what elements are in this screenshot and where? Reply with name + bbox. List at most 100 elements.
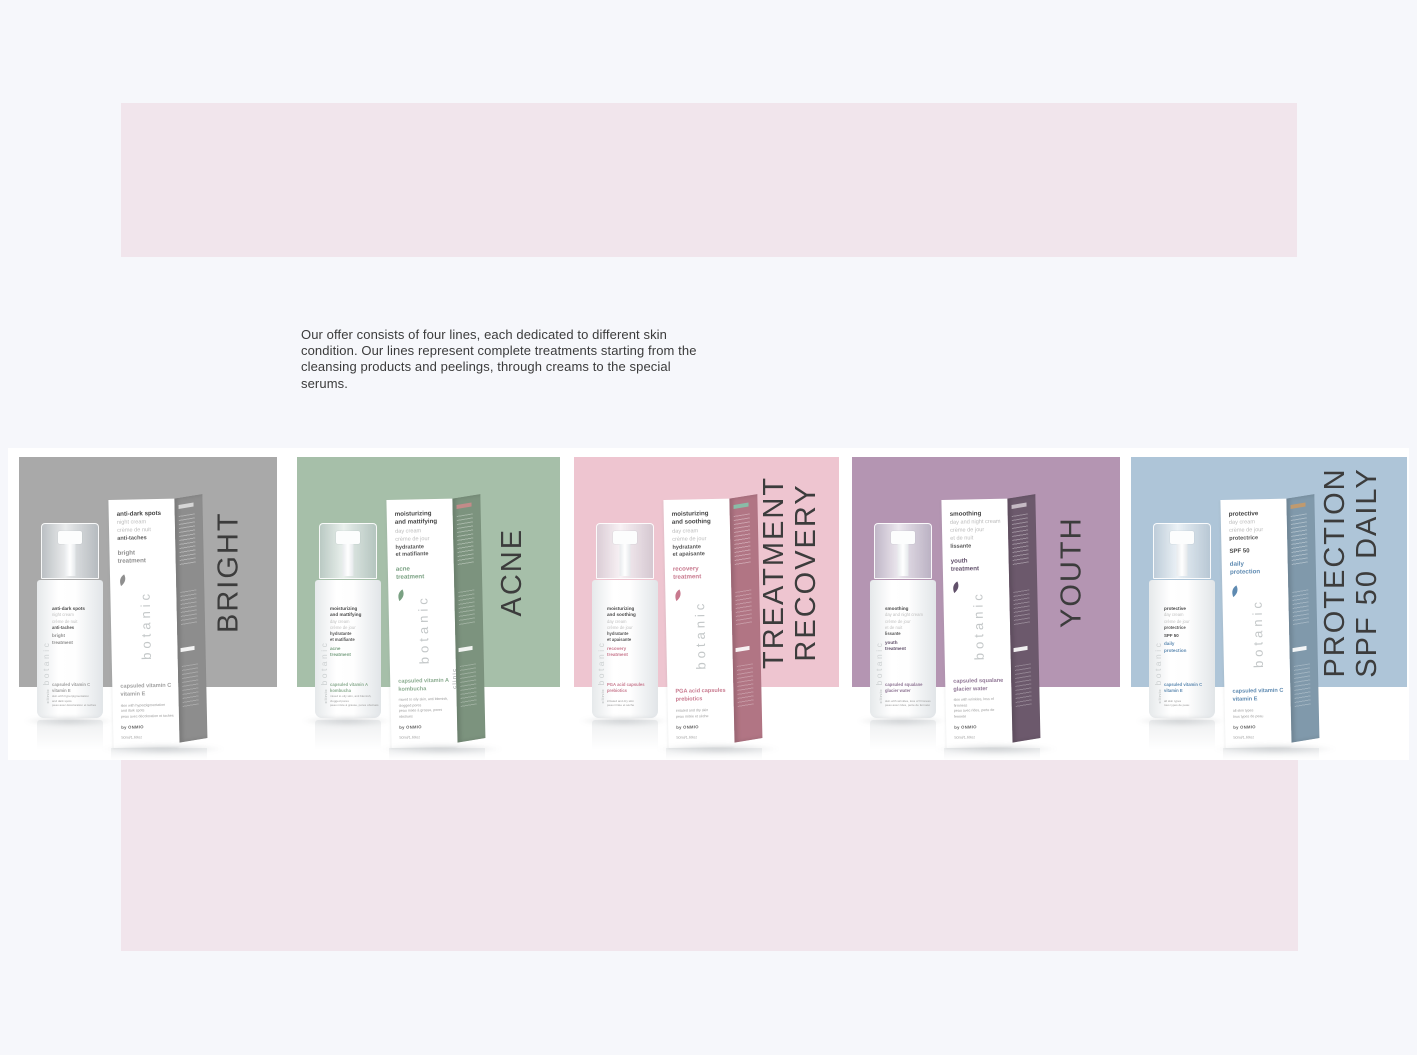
box-claims: skin with wrinkles, loss of firmness pea…	[953, 697, 995, 719]
bottle-body: anti-dark spots night cream crème de nui…	[37, 580, 103, 718]
side-tag	[178, 502, 194, 509]
pump-stem-icon	[342, 544, 354, 576]
bottle-body: moisturizing and mattifying day cream cr…	[315, 580, 381, 718]
box-title: moisturizing and mattifying	[394, 510, 438, 527]
bottle-subtitle: day cream crème de jour	[330, 618, 356, 630]
product-strip: anti-dark spots night cream crème de nui…	[8, 448, 1409, 760]
product-panel-bright: anti-dark spots night cream crème de nui…	[19, 457, 277, 760]
bottle-spf: SPF 50	[1164, 633, 1179, 639]
side-bar	[735, 645, 750, 653]
box-side	[1007, 494, 1041, 743]
box-side	[729, 494, 763, 743]
product-box: moisturizing and mattifying day cream cr…	[386, 494, 486, 748]
box-ingredients: capsuled vitamin C vitamin E	[120, 682, 172, 698]
brand-botanic-label: botanic	[596, 640, 606, 686]
pump-head-icon	[891, 531, 915, 544]
bottle-claims: skin with hyperpigmentation and dark spo…	[52, 694, 97, 708]
product-bottle: smoothing day and night cream crème de j…	[870, 523, 936, 719]
product-bottle: protective day cream crème de jour prote…	[1149, 523, 1215, 719]
bottle-subtitle: day and night cream crème de jour et de …	[885, 612, 923, 630]
bottle-body: moisturizing and soothing day cream crèm…	[592, 580, 658, 718]
pump-head-icon	[613, 531, 637, 544]
pump-head-icon	[58, 531, 82, 544]
box-front: anti-dark spots night cream crème de nui…	[108, 498, 191, 748]
panel-label-youth: YOUTH	[1055, 516, 1088, 628]
bottle-claims: mixed to oily skin, anti blemish, clogge…	[330, 694, 379, 708]
box-front: protective day cream crème de jour prote…	[1220, 498, 1300, 748]
bottle-subtitle: night cream crème de nuit	[52, 612, 78, 624]
side-tag	[1011, 502, 1027, 509]
bottle-title: anti-dark spots	[52, 606, 85, 611]
box-side	[1286, 494, 1320, 743]
bottle-title-fr: protectrice	[1164, 624, 1186, 630]
brand-botanic-label: botanic	[1153, 640, 1163, 686]
product-bottle: moisturizing and mattifying day cream cr…	[315, 523, 381, 719]
brand-botanic-label: botanic	[415, 594, 432, 665]
box-title: smoothing	[949, 510, 982, 518]
box-subtitle: day and night cream crème de jour et de …	[949, 519, 1001, 543]
bottle-treatment: daily protection	[1164, 641, 1187, 653]
box-title-fr: hydratante et apaisante	[672, 543, 705, 558]
box-claims: skin with hyperpigmentation and dark spo…	[120, 702, 174, 719]
brand-clinic-label: clinic	[1157, 688, 1162, 704]
bottle-cap	[874, 523, 932, 579]
brand-clinic-label: clinic	[323, 688, 328, 704]
side-tag	[456, 502, 472, 509]
maker-label: by ONMIO	[1233, 724, 1256, 730]
bottle-cap	[319, 523, 377, 579]
box-treatment: acne treatment	[395, 565, 425, 581]
bottle-cap	[596, 523, 654, 579]
product-box: anti-dark spots night cream crème de nui…	[108, 494, 208, 748]
volume-label: 50ml/1.69oz	[676, 735, 698, 740]
bottle-claims: all skin types tous types de peau	[1164, 698, 1190, 708]
bottle-treatment: youth treatment	[885, 639, 906, 651]
box-subtitle: night cream crème de nuit	[116, 519, 152, 535]
box-treatment: recovery treatment	[672, 564, 702, 581]
bottle-claims: irritated and dry skin peau irritée et s…	[607, 698, 635, 708]
box-claims: all skin types tous types de peau	[1232, 708, 1264, 719]
bottle-subtitle: day cream crème de jour	[607, 618, 633, 630]
bottle-treatment: bright treatment	[52, 633, 73, 645]
side-bar	[1013, 645, 1028, 653]
bottle-title: smoothing	[885, 606, 909, 611]
box-ingredients: capsuled vitamin C vitamin E	[1232, 688, 1284, 704]
bottle-ingredients: capsuled vitamin C vitamin E	[52, 681, 91, 693]
bottle-title-fr: hydratante et apaisante	[607, 631, 632, 642]
pump-stem-icon	[619, 544, 631, 576]
side-tag	[733, 502, 749, 509]
bottle-body: smoothing day and night cream crème de j…	[870, 580, 936, 718]
bottle-ingredients: capsuled vitamin C vitamin E	[1164, 681, 1203, 693]
box-claims: mixed to oily skin, anti blemish, clogge…	[398, 697, 449, 719]
box-subtitle: day cream crème de jour	[395, 528, 430, 543]
bottle-title-fr: anti-taches	[52, 624, 75, 630]
box-title: protective	[1228, 510, 1259, 518]
box-front: moisturizing and mattifying day cream cr…	[386, 498, 460, 748]
box-front: smoothing day and night cream crème de j…	[941, 498, 1017, 748]
bottle-ingredients: capsuled vitamin A kombucha	[330, 681, 369, 693]
product-panel-acne: moisturizing and mattifying day cream cr…	[297, 457, 560, 760]
product-box: moisturizing and soothing day cream crèm…	[663, 494, 763, 748]
bottle-subtitle: day cream crème de jour	[1164, 612, 1190, 624]
brand-botanic-label: botanic	[41, 640, 51, 686]
box-title-fr: hydratante et matifiante	[395, 543, 429, 558]
bottle-treatment: acne treatment	[330, 645, 351, 658]
product-box: protective day cream crème de jour prote…	[1220, 494, 1320, 748]
brand-clinic-label: clinic	[600, 688, 605, 704]
pump-stem-icon	[897, 544, 909, 576]
product-bottle: moisturizing and soothing day cream crèm…	[592, 523, 658, 719]
bottle-treatment: recovery treatment	[607, 645, 628, 658]
leaf-icon	[951, 580, 1004, 599]
bottle-cap	[1153, 523, 1211, 579]
product-panel-youth: smoothing day and night cream crème de j…	[852, 457, 1120, 760]
bottle-title: protective	[1164, 606, 1186, 611]
maker-label: by ONMIO	[399, 724, 422, 730]
box-title-fr: lissante	[950, 543, 972, 551]
intro-paragraph: Our offer consists of four lines, each d…	[301, 327, 697, 391]
brand-botanic-label: botanic	[970, 590, 987, 661]
box-title-fr: anti-taches	[117, 535, 147, 543]
leaf-icon	[1230, 583, 1283, 602]
box-treatment: bright treatment	[117, 549, 146, 565]
leaf-icon	[396, 588, 449, 607]
